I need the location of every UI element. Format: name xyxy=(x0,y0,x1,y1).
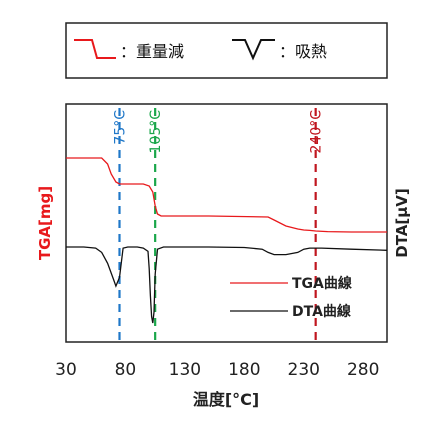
x-tick-80: 80 xyxy=(115,360,137,380)
endotherm-symbol-icon xyxy=(232,39,275,61)
marker-label-105: 105°C xyxy=(148,110,164,154)
temperature-markers: 75°C 105°C 240°C xyxy=(113,108,325,346)
tga-curve xyxy=(66,157,387,233)
y-axis-label-left: TGA[mg] xyxy=(36,186,54,260)
legend-endotherm-label: ：吸熱 xyxy=(279,42,327,61)
y-axis-label-right: DTA[μV] xyxy=(393,188,411,258)
curves xyxy=(66,157,388,324)
x-tick-30: 30 xyxy=(55,360,77,380)
legend-box xyxy=(65,22,388,79)
marker-label-240: 240°C xyxy=(309,110,325,154)
x-axis-label: 温度[°C] xyxy=(192,390,259,409)
legend-weight-loss-label: ：重量減 xyxy=(120,42,184,61)
plot-frame xyxy=(65,103,388,343)
x-tick-230: 230 xyxy=(288,360,320,380)
x-tick-180: 180 xyxy=(228,360,260,380)
x-tick-130: 130 xyxy=(169,360,201,380)
tga-legend-label: TGA曲線 xyxy=(292,275,352,292)
marker-label-75: 75°C xyxy=(113,110,129,145)
x-tick-labels: 30 80 130 180 230 280 xyxy=(55,360,379,380)
weight-loss-symbol-icon xyxy=(74,39,116,59)
dta-legend-label: DTA曲線 xyxy=(292,303,351,320)
x-tick-280: 280 xyxy=(347,360,379,380)
dta-curve xyxy=(66,246,388,324)
